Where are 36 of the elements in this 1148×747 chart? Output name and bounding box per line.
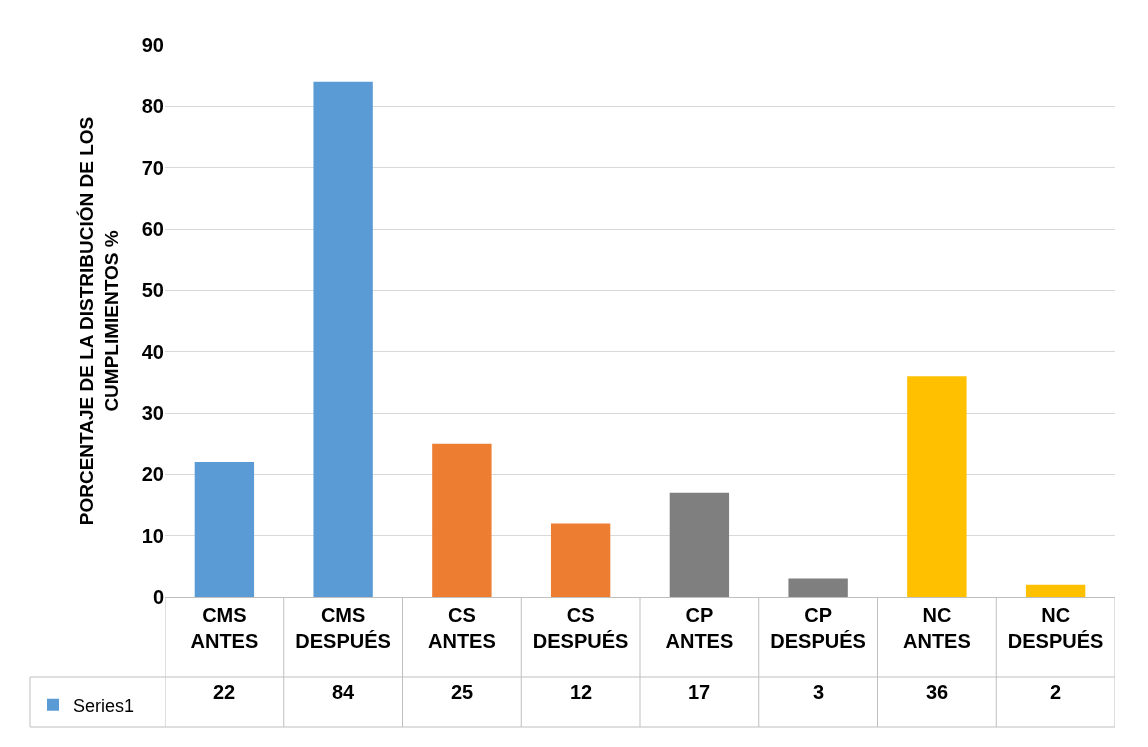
y-tick-label: 30	[141, 402, 164, 424]
bar	[550, 523, 611, 597]
y-tick-label: 20	[141, 463, 164, 486]
x-tick-label: CP ANTES	[665, 604, 734, 652]
y-tick-label: 50	[141, 279, 164, 302]
y-tick-label: 10	[141, 524, 164, 547]
x-tick-label: CP DESPUÉS	[770, 604, 866, 652]
data-label: 84	[332, 681, 356, 703]
data-label: 25	[451, 681, 474, 703]
data-label: 12	[570, 681, 593, 703]
x-tick-label: CMS DESPUÉS	[295, 604, 391, 652]
x-tick-label: CS DESPUÉS	[532, 604, 629, 652]
y-tick-label: 60	[141, 218, 164, 240]
y-tick-label: 40	[141, 340, 164, 363]
bar	[432, 443, 492, 597]
y-tick-label: 80	[141, 95, 164, 118]
x-tick-label: CMS ANTES	[190, 604, 259, 652]
data-label: 17	[688, 681, 711, 703]
data-label: 3	[813, 681, 825, 703]
bar	[194, 462, 255, 597]
y-tick-label: 0	[152, 586, 164, 608]
y-axis-title: PORCENTAJE DE LA DISTRIBUCIÓN DE LOS CUMPLIMIENTOS %	[75, 116, 122, 526]
y-tick-label: 70	[141, 156, 164, 179]
x-tick-label: CS ANTES	[427, 604, 496, 652]
x-tick-label: NC DESPUÉS	[1007, 604, 1104, 652]
data-label: 2	[1050, 681, 1062, 703]
bar	[313, 81, 373, 597]
data-label: 36	[926, 681, 949, 703]
bar	[1025, 584, 1086, 597]
legend-label: Series1	[73, 695, 135, 716]
bar	[669, 492, 730, 597]
data-label: 22	[213, 681, 236, 703]
bar	[907, 376, 967, 597]
x-tick-label: NC ANTES	[902, 604, 971, 652]
y-tick-label: 90	[141, 34, 164, 56]
bar	[788, 578, 848, 597]
